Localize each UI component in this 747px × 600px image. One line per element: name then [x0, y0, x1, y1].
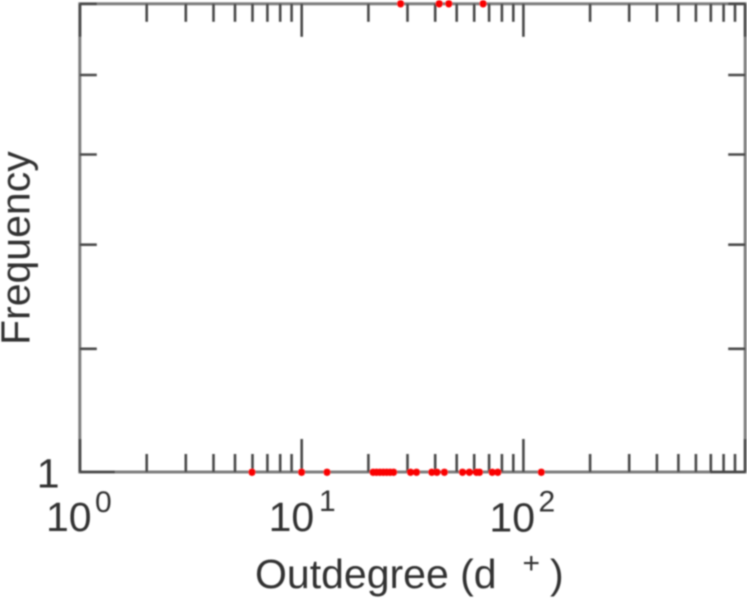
svg-text:0: 0 [95, 486, 112, 519]
svg-text:1: 1 [37, 451, 60, 497]
svg-text:10: 10 [269, 494, 315, 540]
svg-text:2: 2 [539, 486, 556, 519]
svg-text:1: 1 [319, 485, 336, 518]
svg-text:10: 10 [489, 495, 535, 541]
svg-text:+: + [523, 547, 541, 580]
svg-text:Outdegree (d: Outdegree (d [255, 551, 497, 597]
svg-text:): ) [550, 551, 564, 597]
svg-text:Frequency: Frequency [0, 151, 38, 345]
svg-text:10: 10 [46, 494, 92, 540]
